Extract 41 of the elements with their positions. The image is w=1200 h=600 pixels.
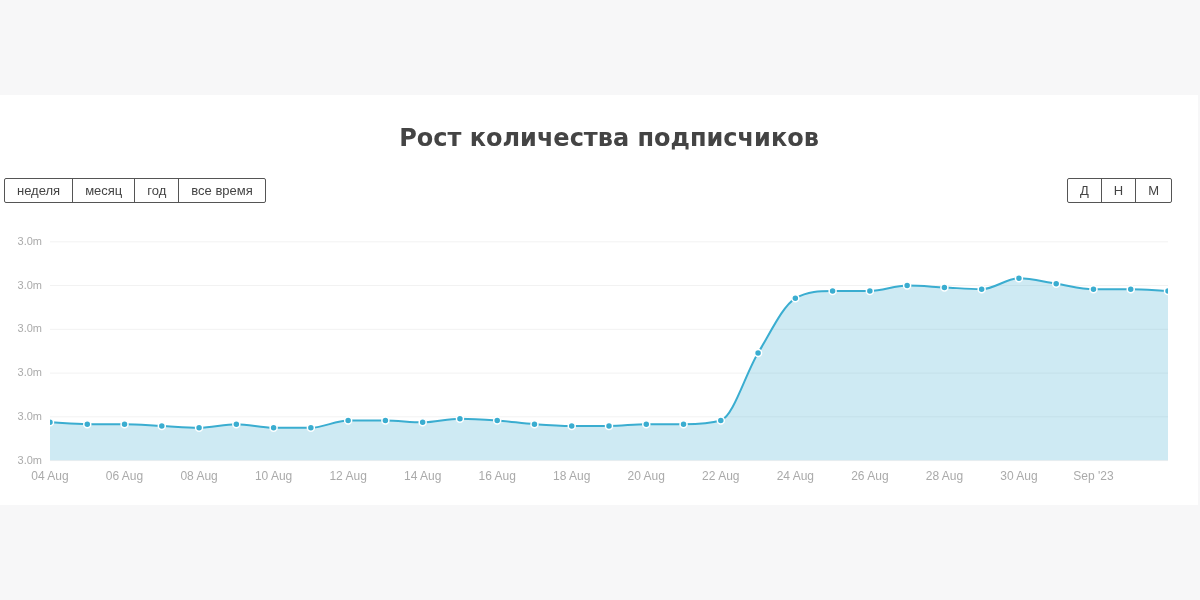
x-tick-label: 22 Aug [702,469,740,484]
text: неделя [16,182,62,200]
point [381,416,390,425]
point [791,294,800,303]
chart-title: Рост количества подписчиков [399,123,819,152]
text: 3.0m [17,234,42,247]
x-tick-label: 06 Aug [105,469,144,484]
x-tick-label: 16 Aug [478,469,516,484]
point [716,416,726,425]
point [1089,284,1098,294]
point [492,416,502,425]
x-tick-label: 04 Aug [31,469,69,484]
text: 3.0m [17,322,42,335]
x-tick-label: 10 Aug [254,469,293,484]
text: все время [178,179,265,202]
x-tick-label: 08 Aug [180,469,218,484]
point [343,416,353,425]
x-tick-label: Sep '23 [1073,469,1114,484]
point [1014,274,1024,283]
x-tick-label: 30 Aug [1000,469,1038,484]
text: Д [1078,182,1090,200]
point [418,418,427,427]
point [902,281,912,290]
point [1126,284,1135,294]
x-tick-label: 12 Aug [329,469,367,484]
x-tick-label: 18 Aug [553,469,591,484]
x-tick-label: 24 Aug [776,469,815,484]
text: 3.0m [17,409,42,422]
text: Н [1100,179,1136,202]
x-tick-label: 14 Aug [403,469,442,484]
text: 3.0m [17,278,42,291]
point [977,284,986,294]
point [940,283,949,292]
x-tick-label: 20 Aug [627,469,665,484]
text: 3.0m [17,453,42,466]
text: год [134,179,179,202]
text: 3.0m [17,366,42,379]
x-tick-label: 26 Aug [851,469,889,484]
text: месяц [72,179,135,202]
text: М [1135,179,1171,202]
x-tick-label: 28 Aug [925,469,964,484]
